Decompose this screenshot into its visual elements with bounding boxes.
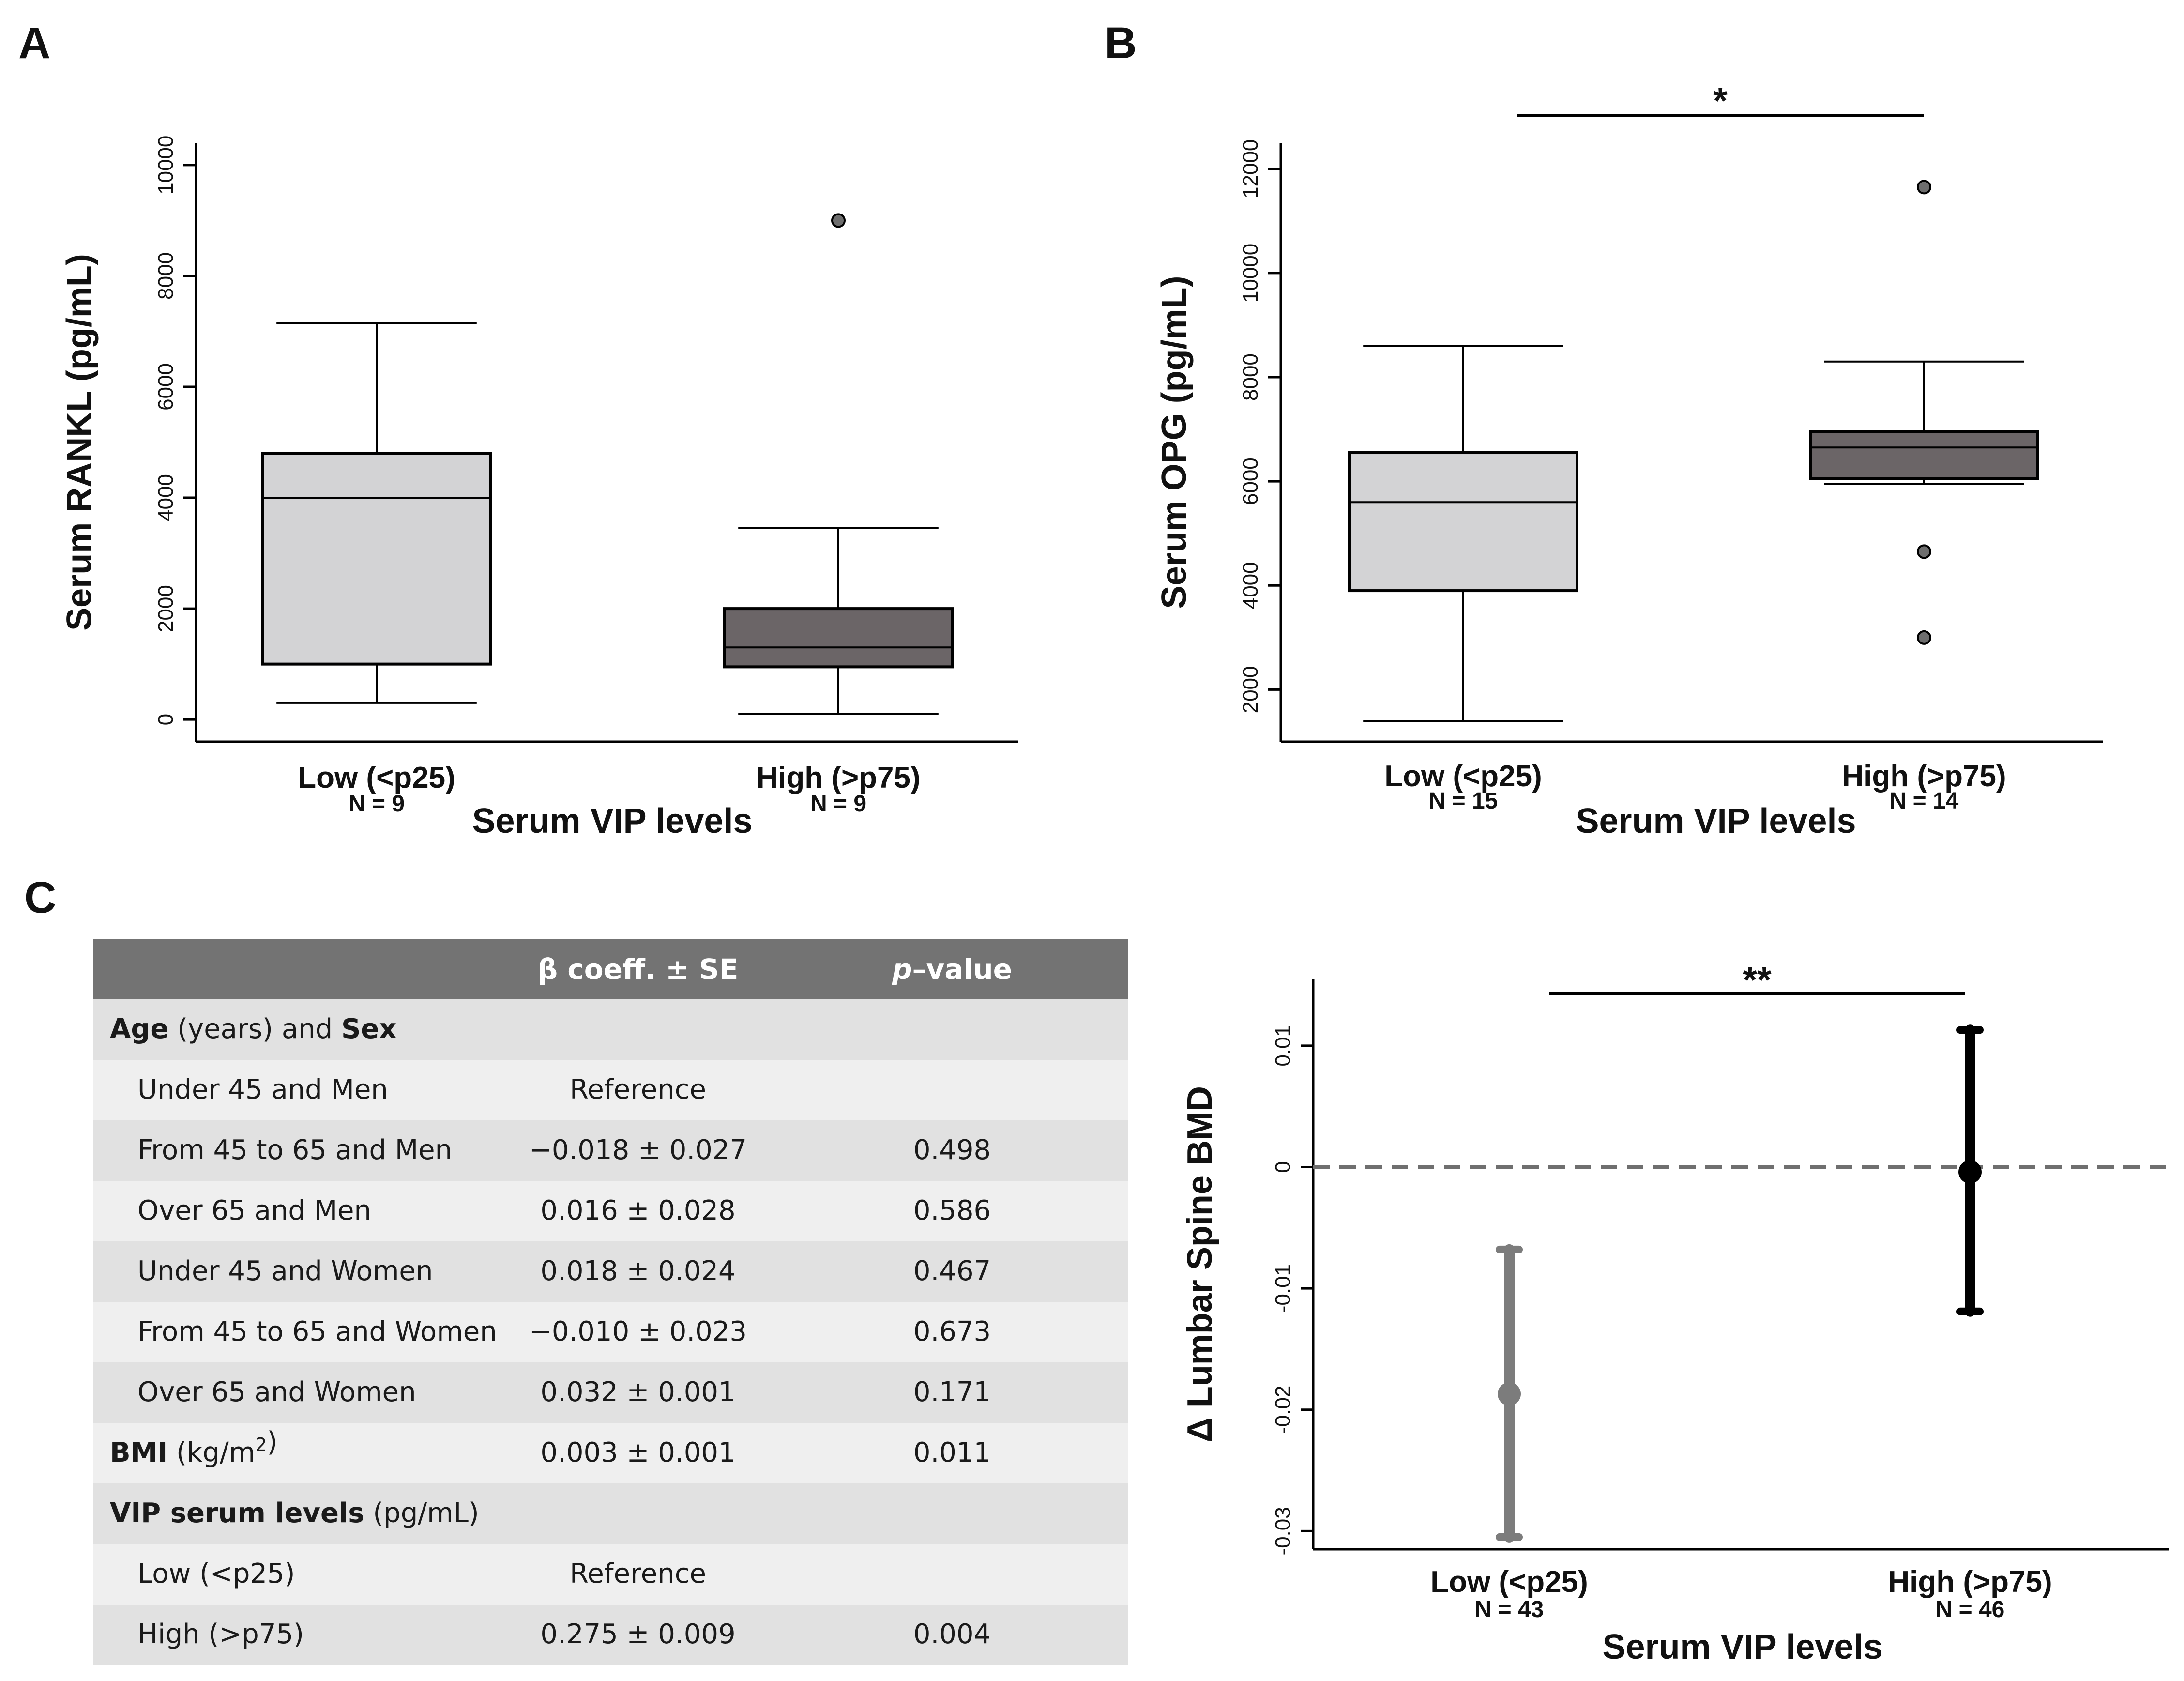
panelB-outlier-point	[1917, 180, 1931, 195]
panelC-category-label: Low (<p25)	[1430, 1565, 1588, 1599]
panelB-y-tick-label: 12000	[1239, 139, 1262, 199]
table-cell-beta: 0.003 ± 0.001	[540, 1437, 735, 1468]
table-row	[93, 999, 1128, 1060]
table-cell-beta: 0.275 ± 0.009	[540, 1619, 735, 1650]
table-cell-p-value: 0.498	[913, 1134, 991, 1166]
table-row-label: High (>p75)	[137, 1619, 304, 1650]
panelC-x-axis-title: Serum VIP levels	[1602, 1628, 1882, 1666]
table-cell-beta: Reference	[570, 1558, 706, 1589]
table-cell-beta: 0.018 ± 0.024	[540, 1255, 735, 1287]
table-cell-beta: 0.032 ± 0.001	[540, 1376, 735, 1408]
panelC-n-label: N = 43	[1475, 1597, 1544, 1622]
table-row-label: Under 45 and Men	[137, 1074, 388, 1105]
panelB-category-label: High (>p75)	[1842, 760, 2006, 793]
panelA-category-label: Low (<p25)	[298, 761, 455, 795]
panelB-y-tick-label: 6000	[1239, 458, 1262, 505]
panelB-y-tick-label: 4000	[1239, 562, 1262, 609]
panelA-y-tick-label: 10000	[154, 136, 178, 195]
panelC-n-label: N = 46	[1936, 1597, 2005, 1622]
panelA-box	[261, 452, 492, 666]
table-row	[93, 1241, 1128, 1302]
panelC-y-tick-label: 0.01	[1271, 1025, 1295, 1067]
table-cell-beta: Reference	[570, 1074, 706, 1105]
panelA-y-tick-label: 0	[154, 714, 178, 725]
panelA-y-tick-label: 4000	[154, 474, 178, 521]
table-row	[93, 1302, 1128, 1362]
table-row	[93, 1483, 1128, 1544]
panelA-n-label: N = 9	[349, 791, 405, 817]
table-cell-p-value: 0.011	[913, 1437, 991, 1468]
panelC-point-estimate	[1958, 1160, 1982, 1184]
table-cell-p-value: 0.171	[913, 1376, 991, 1408]
panelB-y-tick-label: 10000	[1239, 244, 1262, 303]
panelB-box	[1809, 430, 2039, 480]
panelA-category-label: High (>p75)	[756, 761, 920, 795]
panelA-y-tick-label: 6000	[154, 363, 178, 411]
panelC-y-tick-label: -0.02	[1271, 1386, 1295, 1434]
table-header-row	[93, 939, 1128, 999]
table-row	[93, 1605, 1128, 1665]
panelB-y-tick-label: 2000	[1239, 666, 1262, 713]
table-row-label: VIP serum levels (pg/mL)	[110, 1498, 479, 1529]
chart-panel-b: 2000 4000 6000 8000 10000 12000 Serum OPG (pg/…	[1155, 80, 2103, 840]
table-cell-beta: 0.016 ± 0.028	[540, 1195, 735, 1226]
table-row-label: Over 65 and Men	[137, 1195, 371, 1226]
table-cell-p-value: 0.673	[913, 1316, 991, 1347]
panelC-y-tick-label: -0.01	[1271, 1264, 1295, 1313]
table-row	[93, 1423, 1128, 1483]
table-row-label: Low (<p25)	[137, 1558, 295, 1589]
table-cell-beta: −0.018 ± 0.027	[529, 1134, 747, 1166]
table-cell-p-value: 0.004	[913, 1619, 991, 1650]
panel-label-b: B	[1105, 18, 1137, 68]
table-row	[93, 1362, 1128, 1423]
panel-label-a: A	[18, 18, 50, 68]
panelC-y-tick-label: 0	[1271, 1161, 1295, 1173]
chart-panel-a: 0 2000 4000 6000 8000 10000 Serum RANKL (pg/mL…	[60, 136, 1018, 840]
panelB-outlier-point	[1917, 630, 1931, 645]
panelA-x-axis-title: Serum VIP levels	[472, 802, 752, 840]
panelA-y-tick-label: 8000	[154, 252, 178, 300]
table-row-label: From 45 to 65 and Men	[137, 1134, 452, 1166]
regression-table: β coeff. ± SE p–value Age (years) and Sex U…	[93, 939, 1128, 1665]
panelB-n-label: N = 15	[1429, 788, 1498, 814]
table-row	[93, 1120, 1128, 1181]
table-header-beta: β coeff. ± SE	[538, 953, 739, 986]
table-row-label: From 45 to 65 and Women	[137, 1316, 497, 1347]
panelB-significance-marker: *	[1713, 80, 1728, 122]
panelB-y-tick-label: 8000	[1239, 353, 1262, 401]
table-row-label: Under 45 and Women	[137, 1255, 433, 1287]
panel-label-c: C	[24, 873, 56, 922]
panelA-y-tick-label: 2000	[154, 585, 178, 632]
table-row-label: Age (years) and Sex	[110, 1013, 396, 1045]
panelA-n-label: N = 9	[810, 791, 866, 817]
table-row-label: Over 65 and Women	[137, 1376, 416, 1408]
table-header-p: p–value	[892, 953, 1012, 986]
panelC-y-tick-label: -0.03	[1271, 1507, 1295, 1555]
panelC-significance-marker: **	[1743, 960, 1772, 1001]
panelB-x-axis-title: Serum VIP levels	[1576, 802, 1856, 840]
table-cell-beta: −0.010 ± 0.023	[529, 1316, 747, 1347]
table-cell-p-value: 0.467	[913, 1255, 991, 1287]
table-row-label: BMI (kg/m2)	[110, 1426, 277, 1468]
chart-panel-c: -0.03 -0.02 -0.01 0 0.01 Δ Lumbar Spine BMD Lo…	[1181, 960, 2169, 1666]
panelA-box	[723, 607, 954, 669]
panelC-category-label: High (>p75)	[1888, 1565, 2052, 1599]
panelB-n-label: N = 14	[1890, 788, 1959, 814]
panelB-box	[1348, 451, 1578, 593]
panelB-outlier-point	[1917, 544, 1931, 559]
panelC-point-estimate	[1498, 1382, 1521, 1406]
panelB-category-label: Low (<p25)	[1384, 760, 1542, 793]
panelA-outlier-point	[831, 213, 846, 228]
panelC-y-axis-title: Δ Lumbar Spine BMD	[1181, 1086, 1219, 1442]
panelA-y-axis-title: Serum RANKL (pg/mL)	[60, 254, 99, 631]
table-row	[93, 1181, 1128, 1241]
table-cell-p-value: 0.586	[913, 1195, 991, 1226]
table-row	[93, 1060, 1128, 1120]
table-row	[93, 1544, 1128, 1605]
panelB-y-axis-title: Serum OPG (pg/mL)	[1155, 275, 1194, 609]
